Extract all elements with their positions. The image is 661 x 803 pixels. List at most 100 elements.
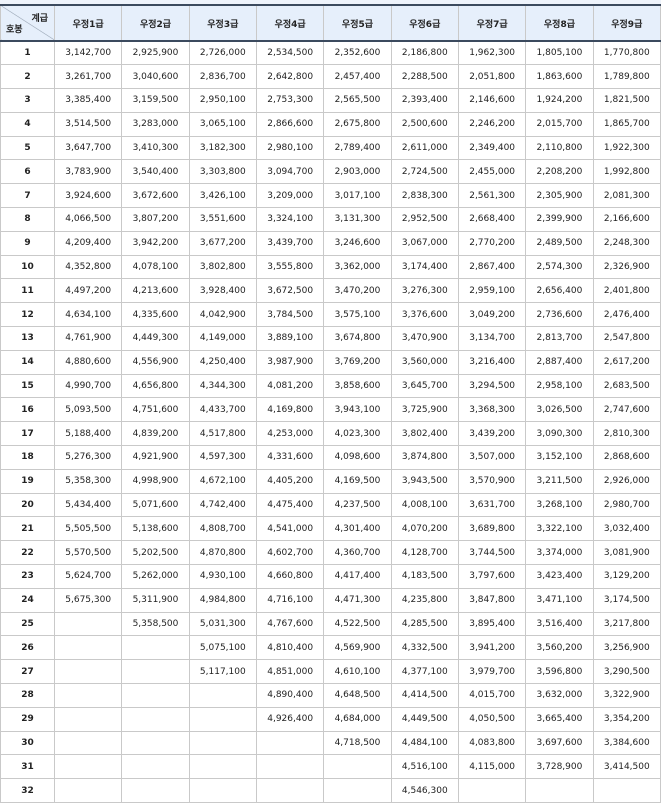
salary-cell	[323, 778, 392, 803]
salary-cell: 2,455,000	[457, 159, 527, 185]
salary-cell: 4,556,900	[121, 349, 190, 375]
salary-cell: 3,174,400	[390, 254, 459, 280]
salary-cell: 1,992,800	[592, 159, 661, 185]
table-row: 6 3,783,900 3,540,400 3,303,800 3,094,700 2,9…	[0, 159, 661, 185]
salary-cell: 4,081,200	[255, 373, 325, 399]
salary-cell: 3,560,000	[390, 349, 459, 375]
column-header-grade-8: 우정8급	[525, 4, 594, 42]
salary-cell: 2,770,200	[457, 230, 527, 256]
salary-cell	[121, 730, 190, 756]
salary-cell: 2,561,300	[457, 183, 527, 209]
step-number-cell: 11	[0, 278, 55, 304]
salary-cell: 5,675,300	[53, 587, 123, 613]
step-number-cell: 23	[0, 564, 55, 589]
salary-cell: 4,169,800	[255, 397, 325, 423]
salary-cell: 4,377,100	[390, 659, 459, 685]
salary-cell: 2,726,000	[188, 40, 257, 66]
salary-cell: 2,747,600	[592, 397, 661, 423]
salary-cell: 4,083,800	[457, 730, 527, 756]
salary-cell: 2,887,400	[525, 349, 594, 375]
salary-cell: 3,943,100	[323, 397, 392, 423]
salary-cell: 2,926,000	[592, 468, 661, 494]
salary-cell: 2,866,600	[255, 111, 325, 137]
salary-cell: 2,489,500	[525, 230, 594, 256]
salary-cell: 4,008,100	[390, 492, 459, 518]
salary-table: 계급 호봉 우정1급 우정2급 우정3급 우정4급 우정5급 우정6급 우정7급 우정8급 우정…	[0, 4, 661, 803]
salary-cell: 3,276,300	[390, 278, 459, 304]
salary-cell: 2,810,300	[592, 421, 661, 447]
step-number-cell: 20	[0, 492, 55, 518]
header-row: 계급 호봉 우정1급 우정2급 우정3급 우정4급 우정5급 우정6급 우정7급 우정8급 우정…	[0, 4, 661, 42]
salary-cell: 5,434,400	[53, 492, 123, 518]
salary-cell: 3,246,600	[323, 230, 392, 256]
salary-cell: 2,051,800	[457, 64, 527, 90]
salary-cell: 2,753,300	[255, 88, 325, 113]
salary-cell: 2,925,900	[121, 40, 190, 66]
salary-cell	[53, 683, 123, 708]
salary-cell: 4,360,700	[323, 540, 392, 566]
salary-cell	[255, 730, 325, 756]
table-row: 17 5,188,400 4,839,200 4,517,800 4,253,000 4,…	[0, 421, 661, 447]
salary-cell: 2,246,200	[457, 111, 527, 137]
salary-cell: 4,169,500	[323, 468, 392, 494]
salary-cell: 3,596,800	[525, 659, 594, 685]
salary-cell: 2,903,000	[323, 159, 392, 185]
salary-cell: 3,895,400	[457, 611, 527, 637]
salary-cell: 4,484,100	[390, 730, 459, 756]
salary-cell: 3,017,100	[323, 183, 392, 209]
salary-cell	[457, 778, 527, 803]
column-header-grade-9: 우정9급	[592, 4, 661, 42]
table-row: 31 4,516,100 4,115,000 3,728,900 3,414,500	[0, 754, 661, 780]
salary-cell: 3,049,200	[457, 302, 527, 328]
salary-cell: 4,213,600	[121, 278, 190, 304]
salary-cell: 2,208,200	[525, 159, 594, 185]
salary-cell	[53, 730, 123, 756]
table-row: 5 3,647,700 3,410,300 3,182,300 2,980,100 2,7…	[0, 135, 661, 161]
salary-cell: 3,067,000	[390, 230, 459, 256]
salary-cell: 2,399,900	[525, 207, 594, 232]
salary-cell	[592, 778, 661, 803]
salary-cell	[525, 778, 594, 803]
table-row: 11 4,497,200 4,213,600 3,928,400 3,672,500 3,…	[0, 278, 661, 304]
salary-cell: 4,541,000	[255, 516, 325, 542]
grade-label: 계급	[31, 14, 48, 24]
salary-cell: 1,863,600	[525, 64, 594, 90]
salary-cell: 2,617,200	[592, 349, 661, 375]
salary-cell: 3,283,000	[121, 111, 190, 137]
step-number-cell: 14	[0, 349, 55, 375]
salary-cell: 2,574,300	[525, 254, 594, 280]
salary-cell: 3,575,100	[323, 302, 392, 328]
salary-cell: 3,728,900	[525, 754, 594, 780]
salary-cell: 2,352,600	[323, 40, 392, 66]
salary-cell: 4,546,300	[390, 778, 459, 803]
salary-cell: 3,354,200	[592, 706, 661, 732]
table-row: 21 5,505,500 5,138,600 4,808,700 4,541,000 4,…	[0, 516, 661, 542]
salary-cell: 3,979,700	[457, 659, 527, 685]
salary-cell: 4,414,500	[390, 683, 459, 708]
salary-cell: 3,209,000	[255, 183, 325, 209]
salary-cell: 3,174,500	[592, 587, 661, 613]
salary-cell: 3,374,000	[525, 540, 594, 566]
step-number-cell: 6	[0, 159, 55, 185]
salary-cell: 3,026,500	[525, 397, 594, 423]
step-number-cell: 16	[0, 397, 55, 423]
salary-cell: 3,423,400	[525, 564, 594, 589]
salary-cell: 3,040,600	[121, 64, 190, 90]
step-number-cell: 9	[0, 230, 55, 256]
salary-cell: 4,569,900	[323, 635, 392, 661]
salary-cell	[255, 778, 325, 803]
salary-cell: 3,631,700	[457, 492, 527, 518]
salary-cell: 3,410,300	[121, 135, 190, 161]
table-row: 19 5,358,300 4,998,900 4,672,100 4,405,200 4,…	[0, 468, 661, 494]
salary-cell: 3,159,500	[121, 88, 190, 113]
salary-cell: 4,930,100	[188, 564, 257, 589]
salary-cell: 2,958,100	[525, 373, 594, 399]
salary-cell: 4,839,200	[121, 421, 190, 447]
corner-header: 계급 호봉	[0, 4, 55, 42]
salary-cell: 3,368,300	[457, 397, 527, 423]
table-row: 13 4,761,900 4,449,300 4,149,000 3,889,100 3,…	[0, 326, 661, 351]
salary-cell: 4,078,100	[121, 254, 190, 280]
salary-cell: 2,736,600	[525, 302, 594, 328]
salary-cell: 2,500,600	[390, 111, 459, 137]
salary-cell: 4,660,800	[255, 564, 325, 589]
